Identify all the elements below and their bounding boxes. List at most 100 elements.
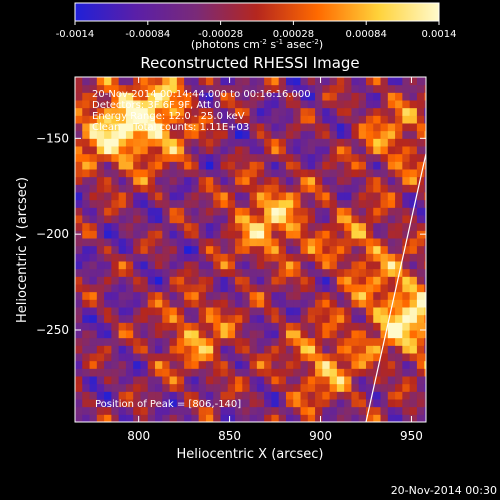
- heatmap-cell: [395, 115, 403, 124]
- heatmap-cell: [82, 199, 91, 208]
- heatmap-cell: [402, 169, 411, 178]
- heatmap-cell: [373, 77, 382, 86]
- plot-frame: [74, 76, 427, 423]
- heatmap-cell: [380, 115, 389, 124]
- heatmap-cell: [387, 337, 396, 346]
- heatmap-cell: [169, 337, 178, 346]
- heatmap-cell: [213, 176, 221, 185]
- heatmap-cell: [89, 100, 98, 109]
- heatmap-cell: [118, 322, 127, 331]
- heatmap-cell: [176, 414, 185, 422]
- heatmap-cell: [184, 199, 192, 208]
- heatmap-cell: [118, 199, 127, 208]
- heatmap-cell: [278, 337, 287, 346]
- heatmap-cell: [344, 353, 352, 362]
- heatmap-cell: [409, 230, 418, 239]
- heatmap-cell: [315, 314, 323, 323]
- heatmap-cell: [278, 84, 287, 93]
- heatmap-cell: [416, 268, 425, 277]
- heatmap-cell: [235, 153, 243, 162]
- heatmap-cell: [336, 299, 345, 308]
- heatmap-cell: [395, 130, 403, 139]
- heatmap-cell: [89, 161, 98, 170]
- heatmap-cell: [191, 169, 200, 178]
- heatmap-cell: [416, 245, 425, 254]
- heatmap-cell: [285, 100, 294, 109]
- heatmap-cell: [227, 406, 236, 415]
- heatmap-cell: [249, 383, 258, 392]
- heatmap-cell: [278, 307, 287, 316]
- heatmap-cell: [89, 146, 98, 155]
- heatmap-cell: [402, 161, 411, 170]
- heatmap-cell: [271, 123, 280, 132]
- heatmap-cell: [249, 368, 258, 377]
- heatmap-cell: [198, 222, 207, 231]
- heatmap-cell: [336, 284, 345, 293]
- heatmap-cell: [118, 77, 127, 86]
- heatmap-cell: [75, 399, 83, 408]
- heatmap-cell: [344, 123, 352, 132]
- heatmap-cell: [205, 253, 214, 262]
- heatmap-cell: [395, 138, 403, 147]
- heatmap-cell: [111, 176, 120, 185]
- heatmap-cell: [307, 161, 316, 170]
- heatmap-cell: [380, 123, 389, 132]
- heatmap-cell: [125, 345, 134, 354]
- heatmap-cell: [322, 161, 331, 170]
- heatmap-cell: [315, 115, 323, 124]
- heatmap-cell: [111, 77, 120, 86]
- heatmap-cell: [205, 299, 214, 308]
- heatmap-cell: [307, 406, 316, 415]
- heatmap-cell: [213, 276, 221, 285]
- heatmap-cell: [125, 100, 134, 109]
- heatmap-cell: [329, 199, 338, 208]
- heatmap-cell: [82, 284, 91, 293]
- heatmap-cell: [205, 192, 214, 201]
- heatmap-cell: [315, 169, 323, 178]
- heatmap-cell: [118, 383, 127, 392]
- heatmap-cell: [89, 322, 98, 331]
- heatmap-cell: [220, 230, 229, 239]
- heatmap-cell: [162, 92, 171, 101]
- heatmap-cell: [140, 399, 149, 408]
- heatmap-cell: [329, 92, 338, 101]
- heatmap-cell: [111, 268, 120, 277]
- heatmap-cell: [75, 192, 83, 201]
- heatmap-cell: [365, 199, 374, 208]
- heatmap-cell: [133, 284, 141, 293]
- heatmap-cell: [184, 215, 192, 224]
- heatmap-cell: [256, 222, 265, 231]
- heatmap-cell: [278, 399, 287, 408]
- heatmap-cell: [256, 169, 265, 178]
- heatmap-cell: [358, 276, 367, 285]
- heatmap-cell: [125, 222, 134, 231]
- heatmap-cell: [235, 391, 243, 400]
- heatmap-cell: [147, 238, 156, 247]
- heatmap-cell: [227, 92, 236, 101]
- heatmap-cell: [424, 383, 426, 392]
- heatmap-cell: [176, 337, 185, 346]
- heatmap-cell: [191, 107, 200, 116]
- heatmap-cell: [75, 261, 83, 270]
- heatmap-cell: [162, 184, 171, 193]
- heatmap-cell: [213, 284, 221, 293]
- heatmap-cell: [96, 77, 105, 86]
- heatmap-cell: [104, 299, 112, 308]
- heatmap-cell: [155, 383, 163, 392]
- heatmap-cell: [220, 77, 229, 86]
- heatmap-cell: [264, 77, 272, 86]
- colorbar-tick-label: 0.0014: [422, 29, 457, 40]
- heatmap-cell: [380, 207, 389, 216]
- heatmap-cell: [220, 360, 229, 369]
- heatmap-cell: [89, 222, 98, 231]
- heatmap-cell: [409, 222, 418, 231]
- heatmap-cell: [75, 184, 83, 193]
- heatmap-cell: [351, 261, 360, 270]
- heatmap-cell: [256, 153, 265, 162]
- heatmap-cell: [293, 414, 302, 422]
- heatmap-cell: [162, 107, 171, 116]
- heatmap-cell: [140, 130, 149, 139]
- heatmap-cell: [82, 268, 91, 277]
- heatmap-cell: [104, 345, 112, 354]
- heatmap-cell: [315, 100, 323, 109]
